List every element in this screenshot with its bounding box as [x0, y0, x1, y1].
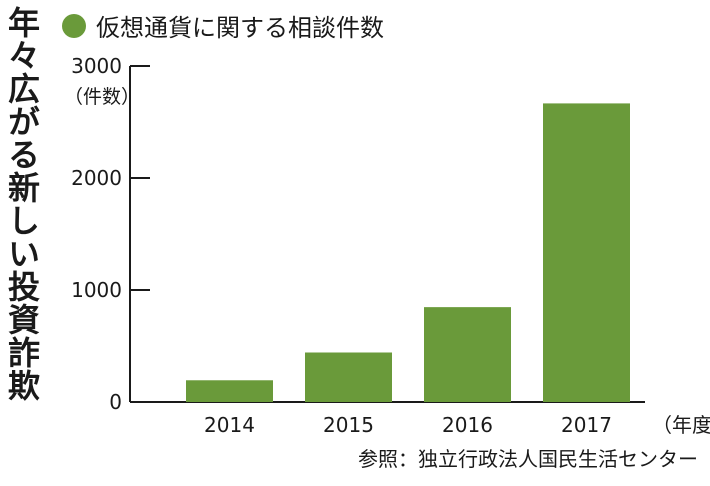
- x-tick-label: 2017: [561, 413, 612, 437]
- bar-2016: [424, 307, 511, 402]
- legend-label: 仮想通貨に関する相談件数: [96, 14, 384, 42]
- x-tick-label: 2014: [204, 413, 255, 437]
- source-note: 参照：独立行政法人国民生活センター: [358, 447, 698, 471]
- y-unit-label: （件数）: [64, 86, 141, 108]
- bar-2014: [186, 380, 273, 402]
- legend-swatch: [62, 13, 86, 38]
- bar-2015: [305, 352, 392, 402]
- x-tick-label: 2015: [323, 413, 374, 437]
- vertical-title: 年々広がる新しい投資詐欺: [3, 6, 41, 402]
- x-unit-label: （年度）: [652, 413, 710, 437]
- y-tick-label: 3000: [71, 54, 122, 78]
- bar-2017: [543, 103, 630, 403]
- x-tick-label: 2016: [442, 413, 493, 437]
- legend: 仮想通貨に関する相談件数: [62, 8, 384, 43]
- y-tick-label: 0: [109, 390, 122, 414]
- y-tick-label: 2000: [71, 166, 122, 190]
- y-tick-label: 1000: [71, 278, 122, 302]
